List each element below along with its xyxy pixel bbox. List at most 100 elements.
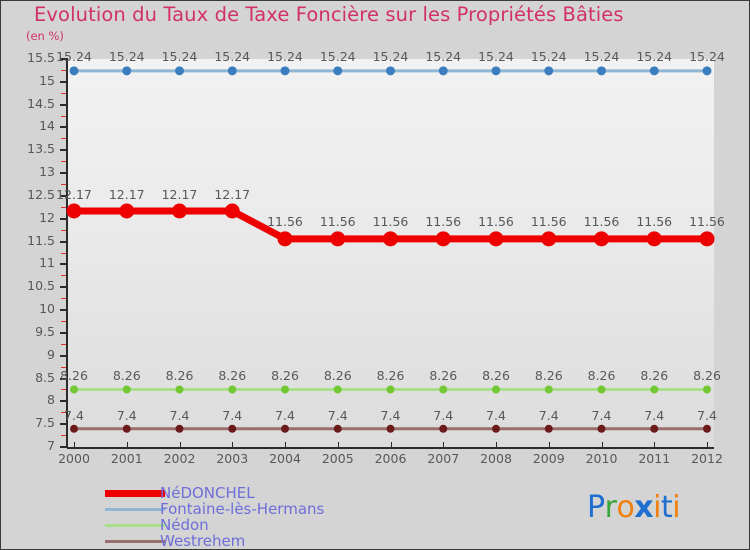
y-tick-major <box>60 126 67 129</box>
y-tick-label: 8 <box>47 392 55 408</box>
y-tick-minor <box>61 275 66 277</box>
plot-area <box>67 59 714 447</box>
y-tick-minor <box>61 161 66 163</box>
x-tick-label: 2000 <box>58 451 90 466</box>
y-tick-minor <box>61 184 66 186</box>
logo-letter-p: P <box>587 490 605 525</box>
y-tick-minor <box>61 229 66 231</box>
y-tick-label: 11.5 <box>27 232 55 248</box>
y-tick-label: 15.5 <box>27 50 55 65</box>
x-tick <box>232 442 234 448</box>
y-tick-minor <box>61 138 66 140</box>
x-tick-label: 2001 <box>110 451 143 466</box>
x-tick-label: 2009 <box>532 451 565 466</box>
data-point-label: 7.4 <box>222 407 243 423</box>
data-point-label: 7.4 <box>327 407 348 423</box>
y-tick-major <box>60 354 67 357</box>
x-tick <box>390 442 392 448</box>
data-point-label: 7.4 <box>486 407 506 423</box>
x-tick <box>707 442 708 448</box>
y-tick-major <box>60 400 67 403</box>
x-tick-label: 2008 <box>480 451 512 466</box>
y-tick-major <box>60 240 67 243</box>
data-point-label: 15.24 <box>319 49 356 65</box>
y-axis-line <box>66 58 68 448</box>
x-tick-label: 2006 <box>374 451 407 466</box>
data-point-label: 8.26 <box>534 368 563 384</box>
x-tick <box>179 442 181 448</box>
y-tick-label: 12 <box>39 209 55 225</box>
data-point-label: 12.17 <box>161 186 198 202</box>
data-point-label: 11.56 <box>583 214 620 230</box>
data-point-label: 15.24 <box>56 49 92 65</box>
x-tick <box>337 442 339 448</box>
data-point-label: 7.4 <box>116 407 137 423</box>
data-point-label: 7.4 <box>538 407 559 423</box>
data-point-label: 15.24 <box>583 49 620 65</box>
x-tick-label: 2004 <box>269 451 301 466</box>
y-tick-major <box>60 80 67 83</box>
y-tick-minor <box>61 320 66 322</box>
data-point-label: 8.26 <box>587 368 616 384</box>
data-point-label: 11.56 <box>530 214 567 230</box>
data-point-label: 8.26 <box>271 368 299 384</box>
data-point-label: 8.26 <box>60 368 88 384</box>
data-point-label: 11.56 <box>636 214 673 230</box>
data-point-label: 15.24 <box>161 49 198 65</box>
y-tick-minor <box>61 69 66 71</box>
y-tick-major <box>60 172 67 175</box>
data-point-label: 8.26 <box>323 368 352 384</box>
legend-label: Fontaine-lès-Hermans <box>160 500 325 518</box>
data-point-label: 15.24 <box>214 49 251 65</box>
data-point-label: 8.26 <box>482 368 510 384</box>
x-tick-label: 2002 <box>163 451 196 466</box>
data-point-label: 7.4 <box>169 407 190 423</box>
logo-letter-t: t <box>661 490 673 525</box>
data-point-label: 8.26 <box>112 368 141 384</box>
data-point-label: 11.56 <box>372 214 409 230</box>
data-point-label: 15.24 <box>478 49 514 65</box>
x-axis-line <box>67 447 714 449</box>
legend-label: NéDONCHEL <box>160 484 255 502</box>
legend-label: Westrehem <box>160 532 246 550</box>
data-point-label: 7.4 <box>433 407 454 423</box>
y-tick-label: 11 <box>39 255 55 271</box>
logo-letter-x: x <box>634 490 654 525</box>
y-tick-label: 9.5 <box>35 323 55 339</box>
y-tick-label: 7 <box>47 438 55 453</box>
y-tick-label: 12.5 <box>27 186 55 202</box>
y-tick-major <box>60 149 67 152</box>
proxiti-logo[interactable]: Proxiti <box>587 490 681 525</box>
y-tick-minor <box>61 389 66 391</box>
data-point-label: 7.4 <box>644 407 665 423</box>
data-point-label: 11.56 <box>267 214 303 230</box>
data-point-label: 8.26 <box>640 368 669 384</box>
x-tick <box>654 442 656 448</box>
y-tick-major <box>60 263 67 266</box>
logo-letter-r: r <box>604 490 617 525</box>
data-point-label: 11.56 <box>478 214 514 230</box>
y-tick-major <box>60 103 67 106</box>
x-tick-label: 2007 <box>427 451 460 466</box>
y-tick-major <box>60 194 67 197</box>
legend-label: Nédon <box>160 516 209 534</box>
page-title: Evolution du Taux de Taxe Foncière sur l… <box>34 3 624 26</box>
y-tick-label: 7.5 <box>35 415 55 431</box>
y-tick-minor <box>61 115 66 117</box>
data-point-label: 7.4 <box>380 407 401 423</box>
x-tick-label: 2011 <box>638 451 671 466</box>
data-point-label: 15.24 <box>636 49 673 65</box>
x-tick <box>496 442 497 448</box>
page-subtitle: (en %) <box>26 29 64 43</box>
y-tick-minor <box>61 366 66 368</box>
y-tick-label: 10 <box>39 301 55 317</box>
data-point-label: 8.26 <box>218 368 247 384</box>
y-tick-label: 14.5 <box>27 95 55 111</box>
y-tick-label: 9 <box>47 346 55 362</box>
legend-swatch <box>105 539 165 543</box>
legend-swatch <box>105 507 165 511</box>
y-tick-label: 13.5 <box>27 141 55 157</box>
y-tick-minor <box>61 92 66 94</box>
legend-swatch <box>105 523 165 527</box>
